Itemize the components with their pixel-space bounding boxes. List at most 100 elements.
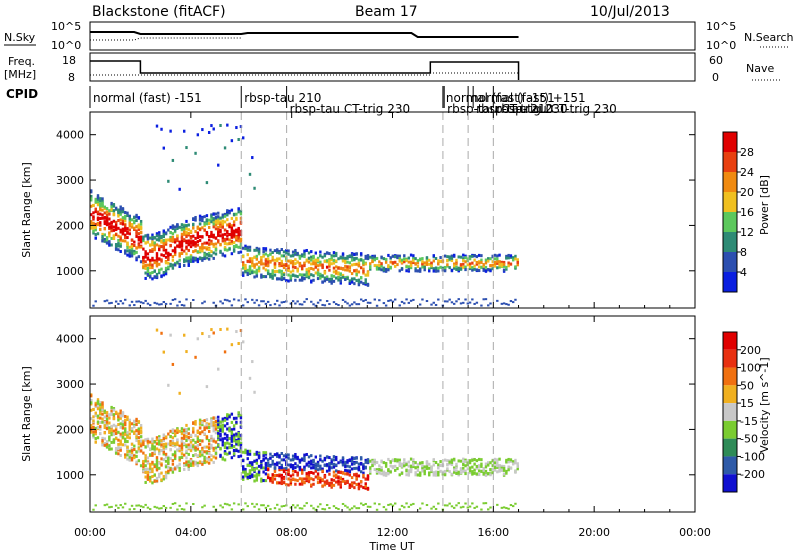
velocity-echo (303, 456, 306, 460)
power-echo (366, 301, 370, 304)
power-echo (112, 234, 116, 238)
velocity-echo (146, 470, 150, 474)
velocity-echo (105, 440, 109, 444)
velocity-echo (158, 461, 161, 465)
velocity-echo (341, 460, 345, 464)
power-echo (226, 209, 229, 213)
power-echo (455, 300, 458, 303)
power-echo (242, 304, 245, 307)
power-echo (103, 211, 107, 215)
velocity-echo (119, 442, 122, 446)
power-echo (480, 258, 483, 262)
power-echo (171, 232, 175, 236)
velocity-echo (357, 462, 361, 466)
power-echo (212, 256, 215, 260)
power-echo (464, 260, 467, 264)
power-echo (276, 250, 279, 254)
power-echo (482, 268, 485, 272)
power-echo (223, 220, 227, 224)
velocity-echo (230, 439, 234, 443)
velocity-echo (446, 462, 449, 466)
velocity-echo (496, 465, 499, 469)
power-echo (105, 210, 109, 214)
power-echo (509, 254, 513, 258)
power-echo (350, 258, 354, 262)
power-echo (364, 282, 367, 286)
velocity-echo (382, 472, 386, 476)
power-echo (96, 216, 100, 220)
power-echo (260, 256, 263, 260)
colorbar-swatch (723, 420, 737, 439)
velocity-echo (353, 473, 356, 477)
velocity-echo (146, 439, 150, 443)
power-echo (468, 255, 472, 259)
velocity-echo (189, 459, 193, 463)
power-echo (201, 258, 204, 262)
velocity-echo (219, 504, 222, 507)
cpid-row: CPID normal (fast) -151 rbsp-tau 210rbsp-… (6, 86, 617, 116)
velocity-echo (307, 478, 311, 482)
velocity-echo (160, 463, 163, 467)
power-echo (341, 275, 345, 279)
velocity-echo (180, 436, 184, 440)
velocity-echo (223, 452, 227, 456)
velocity-echo (135, 462, 138, 466)
velocity-echo (180, 452, 184, 456)
nave-label: Nave (746, 62, 774, 75)
velocity-echo (287, 453, 290, 457)
power-echo (314, 262, 318, 266)
power-echo (353, 258, 356, 262)
power-echo (201, 302, 204, 305)
power-echo (471, 268, 474, 272)
velocity-echo (128, 455, 131, 459)
power-echo (484, 265, 488, 269)
velocity-echo (246, 449, 249, 453)
power-echo (119, 235, 122, 239)
velocity-echo (110, 407, 113, 411)
power-echo (139, 240, 143, 244)
power-echo (316, 273, 320, 277)
velocity-echo (473, 506, 476, 509)
velocity-echo (502, 466, 506, 470)
velocity-echo (362, 473, 365, 477)
velocity-echo (114, 424, 118, 428)
power-echo (135, 225, 138, 229)
power-echo (146, 270, 150, 274)
power-echo (337, 276, 340, 280)
power-echo (219, 228, 222, 232)
power-echo (212, 212, 215, 216)
power-echo (337, 272, 340, 276)
velocity-echo (310, 504, 313, 507)
power-echo (312, 278, 315, 282)
velocity-echo (119, 432, 122, 436)
velocity-echo (185, 451, 188, 455)
velocity-echo (135, 504, 138, 507)
power-echo (384, 304, 388, 307)
velocity-echo (210, 434, 213, 438)
velocity-echo (357, 474, 361, 478)
velocity-echo (94, 401, 97, 405)
power-echo (185, 259, 188, 263)
velocity-echo (244, 474, 247, 478)
velocity-echo (307, 473, 311, 477)
power-echo (434, 269, 438, 273)
power-echo (350, 255, 354, 259)
velocity-echo (203, 426, 206, 430)
velocity-echo (384, 471, 388, 475)
power-echo (237, 236, 240, 240)
power-echo (201, 217, 204, 221)
power-echo (493, 257, 497, 261)
power-echo (194, 242, 197, 246)
power-echo (221, 215, 224, 219)
power-echo (162, 254, 165, 258)
velocity-echo (280, 466, 283, 470)
velocity-echo (291, 466, 295, 470)
power-echo (298, 263, 302, 267)
velocity-echo (167, 465, 170, 469)
power-echo (232, 248, 236, 252)
power-echo (325, 265, 329, 269)
power-echo (273, 266, 277, 270)
velocity-echo (171, 462, 175, 466)
power-echo (300, 303, 304, 306)
velocity-echo (430, 465, 433, 469)
